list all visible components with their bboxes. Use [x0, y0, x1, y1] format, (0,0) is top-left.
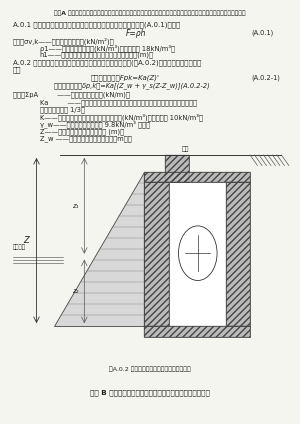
Text: z₁: z₁	[72, 203, 78, 209]
Text: Z_w ——自地面至线下水位的距离（m）。: Z_w ——自地面至线下水位的距离（m）。	[40, 135, 131, 142]
Polygon shape	[165, 155, 189, 182]
Text: 地面: 地面	[182, 146, 190, 152]
Text: γ_w——水的重力密度，可取 9.8kN/m³ 采用；: γ_w——水的重力密度，可取 9.8kN/m³ 采用；	[40, 121, 149, 128]
Text: Z: Z	[23, 236, 29, 245]
Polygon shape	[54, 172, 144, 326]
Text: z₂: z₂	[72, 288, 78, 294]
Text: 地下水位以上：Fpk=Ka(Z)': 地下水位以上：Fpk=Ka(Z)'	[90, 75, 159, 81]
Text: (A.0.1): (A.0.1)	[251, 29, 274, 36]
Polygon shape	[144, 172, 250, 182]
Polygon shape	[144, 182, 170, 326]
Text: 地下水位以下：δp,k（=Ka[(Z_w + γ_s(Z-Z_w)](A.0.2-2): 地下水位以下：δp,k（=Ka[(Z_w + γ_s(Z-Z_w)](A.0.2…	[54, 82, 210, 89]
Text: K——地下水位以下同填土的有效重力密度(kN/m³)，一般可取 10kN/m³；: K——地下水位以下同填土的有效重力密度(kN/m³)，一般可取 10kN/m³；	[40, 114, 202, 121]
Text: 算：: 算：	[13, 67, 21, 73]
Text: F=ρh: F=ρh	[126, 29, 147, 39]
Polygon shape	[226, 182, 250, 326]
Polygon shape	[169, 172, 226, 326]
Text: Ka         ——同填土的主动土压力系数，应根据同填土的按照密度确定，为简三: Ka ——同填土的主动土压力系数，应根据同填土的按照密度确定，为简三	[40, 99, 196, 106]
Text: 试验数值同可取 1/3；: 试验数值同可取 1/3；	[40, 106, 84, 113]
Text: Z——自地面至计算截面距的距离 (m)；: Z——自地面至计算截面距的距离 (m)；	[40, 128, 124, 134]
Text: 地下水位: 地下水位	[13, 245, 26, 250]
Text: ρ1——回填土的重力密度(kN/m³)，一般可取 18kN/m³；: ρ1——回填土的重力密度(kN/m³)，一般可取 18kN/m³；	[40, 44, 175, 52]
Text: 图A.0.2 检查井结构上竖向主动土压力分布图: 图A.0.2 检查井结构上竖向主动土压力分布图	[109, 366, 191, 372]
Text: 附录A 预制检查井顶部竖向土侧向主动土压力、车辆荷载布置和地面车辆荷载对检查井作用标准值、最大裂缝宽度计算: 附录A 预制检查井顶部竖向土侧向主动土压力、车辆荷载布置和地面车辆荷载对检查井作…	[54, 10, 246, 16]
Text: A.0.1 作用于预制检查井顶部竖向土压力，其标准值应按附录公式(A.0.1)计算。: A.0.1 作用于预制检查井顶部竖向土压力，其标准值应按附录公式(A.0.1)计…	[13, 21, 180, 28]
Text: (A.0.2-1): (A.0.2-1)	[251, 75, 280, 81]
Text: 附录 B 地表水或地下水对检查井产生的浮托力标准值的计算: 附录 B 地表水或地下水对检查井产生的浮托力标准值的计算	[90, 390, 210, 396]
Polygon shape	[144, 326, 250, 337]
Text: A.0.2 力施距于竖时，预制检查井结构上的侧向主动土压力(图A.0.2)标准值应按下列本式计: A.0.2 力施距于竖时，预制检查井结构上的侧向主动土压力(图A.0.2)标准值…	[13, 60, 201, 67]
Text: 式中：σv,k——竖向土压力标准值(kN/m²)；: 式中：σv,k——竖向土压力标准值(kN/m²)；	[13, 37, 114, 45]
Text: h1——预制检查井顶板设计地面至检查井顶面高度(m)。: h1——预制检查井顶板设计地面至检查井顶面高度(m)。	[40, 51, 154, 58]
Text: 式中：ΣpA         ——主动土压力标准值(kN/m)；: 式中：ΣpA ——主动土压力标准值(kN/m)；	[13, 91, 130, 98]
